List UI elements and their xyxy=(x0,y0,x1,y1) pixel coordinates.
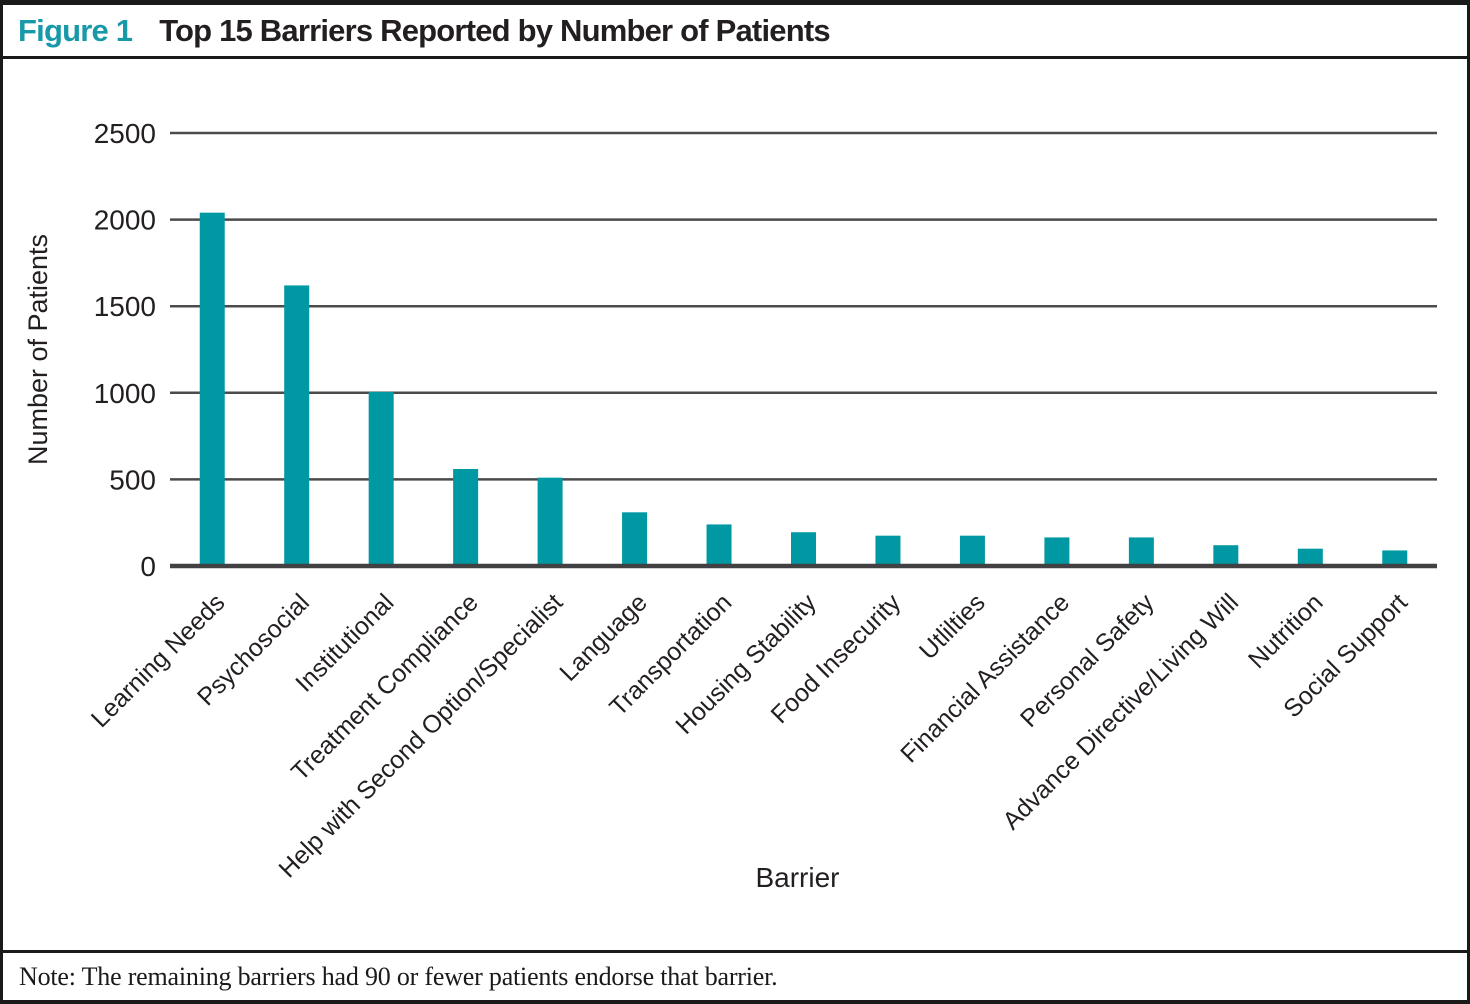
bar-nutrition xyxy=(1297,548,1323,566)
y-tick-label-2000: 2000 xyxy=(94,205,156,236)
figure-note-bar: Note: The remaining barriers had 90 or f… xyxy=(3,950,1467,992)
bar-food-insecurity xyxy=(875,535,901,566)
figure-note: Note: The remaining barriers had 90 or f… xyxy=(19,962,778,991)
x-category-label: Learning Needs xyxy=(86,588,231,733)
x-category-label: Housing Stability xyxy=(670,588,822,740)
bar-personal-safety xyxy=(1128,537,1154,566)
y-tick-label-2500: 2500 xyxy=(94,118,156,149)
bar-treatment-compliance xyxy=(453,469,479,566)
bar-learning-needs xyxy=(199,212,225,566)
y-tick-label-1500: 1500 xyxy=(94,291,156,322)
y-tick-label-0: 0 xyxy=(140,551,156,582)
x-axis-title: Barrier xyxy=(755,862,839,893)
bar-help-with-second-option-specialist xyxy=(537,477,563,566)
bar-utlilties xyxy=(959,535,985,566)
bar-advance-directive-living-will xyxy=(1213,545,1239,566)
bar-social-support xyxy=(1382,550,1408,566)
x-category-label: Nutrition xyxy=(1243,588,1329,674)
bar-financial-assistance xyxy=(1044,537,1070,566)
bar-institutional xyxy=(368,391,394,566)
x-category-label: Financial Assistance xyxy=(895,588,1075,768)
figure-title: Top 15 Barriers Reported by Number of Pa… xyxy=(159,12,830,48)
y-axis-title: Number of Patients xyxy=(23,234,53,465)
x-category-label: Utlilties xyxy=(914,588,991,665)
bar-housing-stability xyxy=(791,532,816,566)
y-tick-label-500: 500 xyxy=(109,464,156,495)
bar-transportation xyxy=(706,524,732,566)
bar-language xyxy=(622,512,648,566)
figure-number-label: Figure 1 xyxy=(18,12,133,48)
y-tick-label-1000: 1000 xyxy=(94,378,156,409)
bar-chart: 0 500 1000 1500 2000 2500 Learning Needs Psycho… xyxy=(3,59,1467,950)
figure-title-bar: Figure 1 Top 15 Barriers Reported by Num… xyxy=(3,5,1467,59)
bar-psychosocial xyxy=(284,285,310,566)
